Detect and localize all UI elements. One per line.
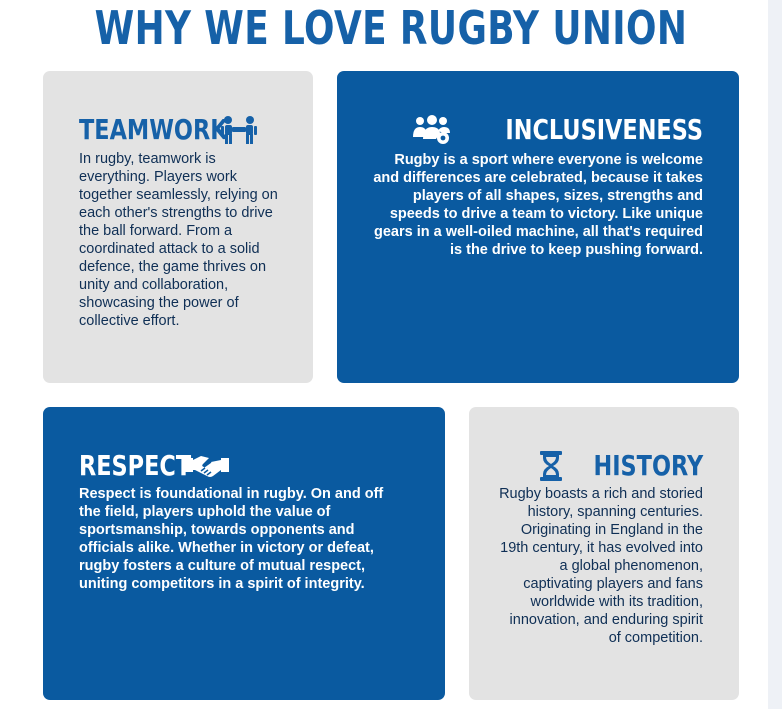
respect-title: RESPECT — [79, 449, 192, 482]
history-card: HISTORY Rugby boasts a rich and storied … — [469, 407, 739, 700]
teamwork-body: In rugby, teamwork is everything. Player… — [79, 151, 278, 329]
teamwork-title-row: TEAMWORK — [79, 113, 259, 147]
respect-title-row: RESPECT — [79, 449, 229, 483]
page-right-edge — [768, 0, 782, 709]
respect-card: RESPECT Respect is foundational in rugby… — [43, 407, 445, 700]
inclusiveness-title-row: INCLUSIVENESS — [412, 113, 703, 147]
team-people-icon — [219, 115, 259, 145]
hourglass-icon — [539, 451, 562, 481]
history-body: Rugby boasts a rich and storied history,… — [499, 486, 703, 646]
handshake-icon — [185, 452, 229, 480]
inclusiveness-title: INCLUSIVENESS — [505, 113, 703, 146]
inclusiveness-body: Rugby is a sport where everyone is welco… — [373, 152, 703, 258]
page-title: WHY WE LOVE RUGBY UNION — [94, 1, 688, 55]
history-title: HISTORY — [593, 449, 703, 482]
respect-body: Respect is foundational in rugby. On and… — [79, 486, 384, 592]
history-title-row: HISTORY — [539, 449, 703, 483]
inclusiveness-card: INCLUSIVENESS Rugby is a sport where eve… — [337, 71, 739, 383]
users-gear-icon — [412, 115, 452, 145]
teamwork-card: TEAMWORK In rugby, teamwork is e — [43, 71, 313, 383]
teamwork-title: TEAMWORK — [79, 113, 228, 146]
